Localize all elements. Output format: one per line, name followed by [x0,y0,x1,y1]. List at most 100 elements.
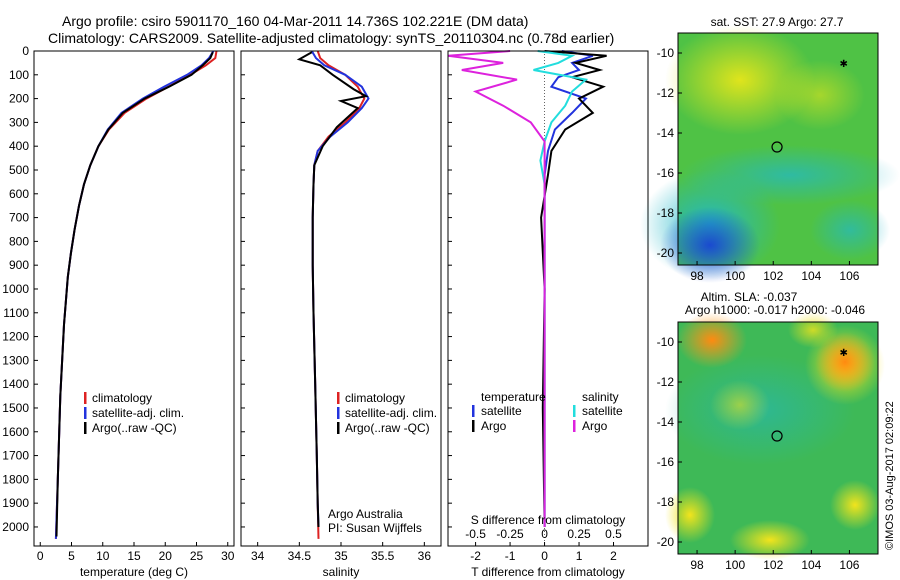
s-tick-label: 0.5 [605,527,622,541]
y-tick-label: 700 [9,211,29,225]
series-line-2 [296,51,369,528]
sal-legend: climatology satellite-adj. clim. Argo(..… [337,391,437,435]
sla-map-panel: Altim. SLA: -0.037 Argo h1000: -0.017 h2… [657,290,885,572]
y-tick-label: 1700 [2,449,29,463]
sal-annotation-line1: Argo Australia [328,507,403,521]
y-tick-label: 900 [9,258,29,272]
legend-label-climatology: climatology [92,391,152,405]
diff-xlabel: T difference from climatology [471,565,625,579]
y-tick-label: -20 [657,246,675,260]
diff-lines [447,50,607,546]
sst-axes: 98 100 102 104 106 -10 -12 -14 -16 -18 -20 [657,46,860,283]
s-tick-label: -0.25 [496,527,524,541]
sst-map-frame [677,32,879,266]
legend-label-argo: Argo(..raw -QC) [345,421,430,435]
sst-profile-location-marker [771,141,783,153]
x-tick-label: -2 [470,549,481,563]
x-tick-label: 20 [159,549,173,563]
series-line-1 [540,50,607,528]
sal-plot-frame [240,50,442,547]
y-tick-label: -20 [657,535,675,549]
legend-label-t-argo: Argo [481,419,507,433]
sst-heatmap [640,25,900,283]
y-tick-label: -12 [657,375,675,389]
y-tick-label: 1900 [2,496,29,510]
sal-annotation-line2: PI: Susan Wijffels [328,521,422,535]
y-tick-label: 1100 [3,306,29,320]
sla-float-star-marker: ✱ [840,348,848,359]
imos-timestamp: ©IMOS 03-Aug-2017 02:09:22 [884,401,896,550]
x-tick-label: 34 [251,549,265,563]
sst-map-panel: sat. SST: 27.9 Argo: 27.7 98 100 102 104 106… [640,15,900,283]
y-tick-label: 0 [22,44,29,58]
legend-swatch-t-argo [472,420,475,432]
legend-swatch-climatology [337,392,340,404]
legend-label-argo: Argo(..raw -QC) [92,421,177,435]
difference-panel: -2 -1 0 1 2 -0.5 -0.25 0 0.25 0.5 temperature sa… [447,50,649,579]
s-tick-label: 0.25 [567,527,591,541]
y-tick-label: 1300 [2,353,29,367]
y-tick-label: 1400 [2,377,29,391]
temperature-panel: 0100200300400500600700800900100011001200… [2,44,234,579]
y-tick-label: 2000 [2,520,29,534]
y-tick-label: -16 [657,455,675,469]
legend-swatch-satellite [337,407,340,419]
y-tick-label: -10 [657,46,675,60]
temp-xticks: 0 5 10 15 20 25 30 [37,542,235,563]
y-tick-label: 1500 [2,401,29,415]
x-tick-label: 25 [190,549,204,563]
temp-xlabel: temperature (deg C) [80,565,188,579]
y-tick-label: 400 [9,139,29,153]
diff-plot-frame [447,50,649,547]
series-line-1 [310,50,370,528]
y-tick-label: -10 [657,335,675,349]
x-tick-label: 36 [418,549,432,563]
sst-float-star-marker: ✱ [840,59,848,70]
salinity-panel: 34 34.5 35 35.5 36 climatology satellite-adj… [240,50,442,579]
series-line-0 [311,50,366,539]
x-tick-label: 1 [576,549,583,563]
y-tick-label: 1600 [2,425,29,439]
y-tick-label: 1200 [2,330,29,344]
x-tick-label: 102 [763,269,783,283]
y-tick-label: 100 [9,68,29,82]
y-tick-label: 500 [9,163,29,177]
sal-lines [296,50,370,539]
x-tick-label: 35 [334,549,348,563]
diff-xlabel-top: S difference from climatology [471,513,626,527]
x-tick-label: 30 [221,549,235,563]
y-tick-label: 1000 [2,282,29,296]
y-tick-label: -12 [657,86,675,100]
series-line-2 [55,51,214,537]
diff-xticks: -2 -1 0 1 2 [448,50,617,563]
sla-map-title-line1: Altim. SLA: -0.037 [701,290,798,304]
series-line-1 [54,50,215,539]
y-tick-label: -18 [657,495,675,509]
figure-title-line2: Climatology: CARS2009. Satellite-adjuste… [48,30,614,46]
figure-title-line1: Argo profile: csiro 5901170_160 04-Mar-2… [62,13,528,29]
legend-swatch-argo [337,422,340,434]
x-tick-label: 102 [763,558,783,572]
x-tick-label: 100 [725,269,745,283]
legend-title-temperature: temperature [481,390,546,404]
sal-xlabel: salinity [323,565,360,579]
y-tick-label: -16 [657,166,675,180]
legend-label-satellite: satellite-adj. clim. [92,406,184,420]
y-tick-label: 1800 [2,472,29,486]
legend-label-s-argo: Argo [582,419,608,433]
legend-label-climatology: climatology [345,391,405,405]
temp-legend: climatology satellite-adj. clim. Argo(..… [84,391,184,435]
x-tick-label: 100 [725,558,745,572]
series-line-3 [447,50,546,527]
x-tick-label: 106 [839,269,859,283]
y-tick-label: -14 [657,415,675,429]
x-tick-label: 35.5 [371,549,395,563]
x-tick-label: 0 [37,549,44,563]
x-tick-label: 5 [68,549,75,563]
x-tick-label: 104 [801,558,821,572]
temp-lines [54,50,218,539]
y-tick-label: 200 [9,92,29,106]
x-tick-label: 98 [690,269,704,283]
sla-axes: 98 100 102 104 106 -10 -12 -14 -16 -18 -20 [657,335,860,572]
